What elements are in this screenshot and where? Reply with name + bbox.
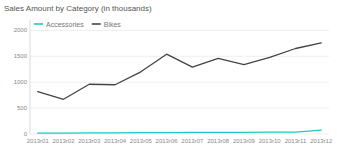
x-tick-label: 2013r03 [78, 138, 101, 144]
legend-item: Accessories [34, 21, 84, 28]
grid-line [30, 30, 329, 31]
y-tick-label: 2000 [14, 27, 28, 33]
x-tick-label: 2013r07 [181, 138, 204, 144]
x-tick-label: 2013r06 [156, 138, 179, 144]
legend-item: Bikes [92, 21, 122, 28]
x-tick-label: 2013r10 [259, 138, 282, 144]
x-tick-label: 2013r05 [130, 138, 153, 144]
chart-container: Sales Amount by Category (in thousands) 0… [0, 0, 337, 149]
x-tick-label: 2013r02 [52, 138, 75, 144]
y-tick-label: 500 [17, 105, 28, 111]
x-tick-label: 2013r09 [233, 138, 256, 144]
y-axis-line [30, 20, 31, 134]
y-tick-label: 1500 [14, 53, 28, 59]
series-line [38, 43, 322, 99]
x-tick-label: 2013r08 [207, 138, 230, 144]
legend-swatch [92, 23, 101, 25]
legend-label: Bikes [104, 21, 122, 28]
x-tick-label: 2013r11 [285, 138, 307, 144]
grid-line [30, 108, 329, 109]
legend-swatch [34, 23, 43, 25]
chart-svg: Sales Amount by Category (in thousands) 0… [0, 0, 337, 149]
x-tick-label: 2013r12 [310, 138, 333, 144]
series-line [38, 130, 322, 133]
legend: Accessories Bikes [34, 21, 121, 28]
grid-line [30, 56, 329, 57]
grid-line [30, 82, 329, 83]
x-tick-label: 2013r04 [104, 138, 127, 144]
chart-title: Sales Amount by Category (in thousands) [4, 4, 152, 13]
legend-label: Accessories [46, 21, 84, 28]
grid [30, 30, 329, 134]
y-tick-label: 0 [24, 131, 28, 137]
x-tick-label: 2013r01 [27, 138, 50, 144]
lines [38, 43, 322, 133]
y-tick-label: 1000 [14, 79, 28, 85]
